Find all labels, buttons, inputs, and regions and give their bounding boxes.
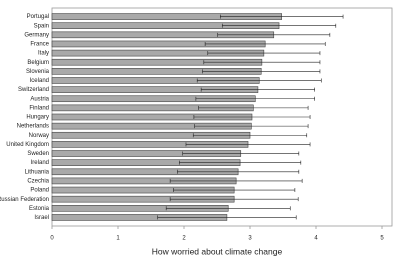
y-tick-label: Portugal xyxy=(27,14,49,20)
y-tick-label: Iceland xyxy=(30,78,49,84)
y-tick-label: Hungary xyxy=(26,115,49,121)
y-tick-label: Czechia xyxy=(27,178,49,184)
x-tick-label: 2 xyxy=(182,236,186,242)
y-tick-label: Ireland xyxy=(31,160,49,166)
y-tick-label: France xyxy=(30,42,49,48)
x-tick-label: 0 xyxy=(50,236,54,242)
y-tick-label: Switzerland xyxy=(18,87,49,93)
y-tick-label: Russian Federation xyxy=(0,197,49,203)
x-tick-label: 4 xyxy=(314,236,318,242)
y-tick-label: Poland xyxy=(30,188,49,194)
y-tick-label: Spain xyxy=(34,23,49,29)
x-tick-label: 5 xyxy=(380,236,384,242)
y-tick-label: United Kingdom xyxy=(6,142,49,148)
y-tick-label: Israel xyxy=(34,215,49,221)
y-tick-label: Germany xyxy=(24,32,49,38)
x-tick-label: 3 xyxy=(248,236,252,242)
y-tick-label: Finland xyxy=(29,105,49,111)
y-tick-label: Norway xyxy=(29,133,49,139)
y-tick-label: Slovenia xyxy=(26,69,50,75)
x-tick-label: 1 xyxy=(116,236,120,242)
y-tick-label: Sweden xyxy=(27,151,49,157)
x-axis-label: How worried about climate change xyxy=(152,246,283,256)
y-tick-label: Italy xyxy=(38,51,49,57)
y-tick-label: Estonia xyxy=(29,206,50,212)
y-tick-label: Netherlands xyxy=(17,124,49,130)
y-tick-label: Belgium xyxy=(27,60,49,66)
y-tick-label: Austria xyxy=(30,96,49,102)
y-tick-label: Lithuania xyxy=(25,169,50,175)
